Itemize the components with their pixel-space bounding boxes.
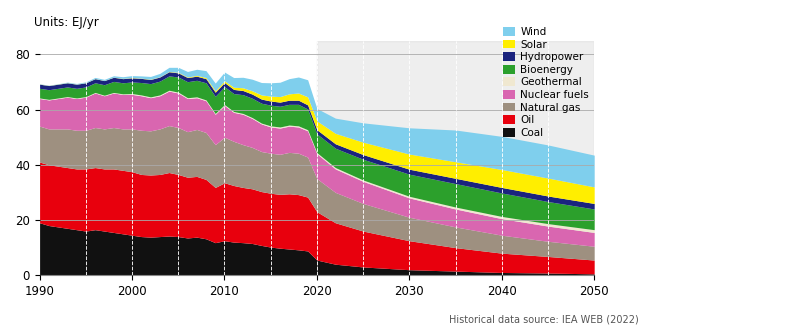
Text: Units: EJ/yr: Units: EJ/yr <box>34 16 99 29</box>
Legend: Wind, Solar, Hydropower, Bioenergy, Geothermal, Nuclear fuels, Natural gas, Oil,: Wind, Solar, Hydropower, Bioenergy, Geot… <box>502 27 589 138</box>
Text: Historical data source: IEA WEB (2022): Historical data source: IEA WEB (2022) <box>449 315 639 325</box>
Bar <box>317 40 594 275</box>
